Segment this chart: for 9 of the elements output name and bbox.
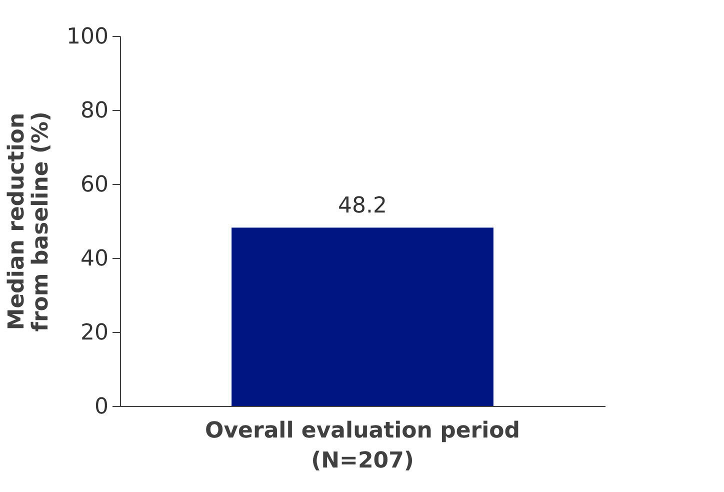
y-tick-label: 60 [80, 172, 108, 198]
y-axis-title: Median reduction from baseline (%) [4, 111, 54, 332]
y-tick-label: 40 [80, 246, 108, 272]
y-tick-label: 80 [80, 98, 108, 124]
x-tick-label: Overall evaluation period (N=207) [205, 418, 520, 474]
data-label: 48.2 [338, 194, 387, 219]
y-tick-label: 20 [80, 320, 108, 346]
y-tick-label: 0 [94, 394, 108, 420]
y-tick-label: 100 [66, 24, 108, 50]
